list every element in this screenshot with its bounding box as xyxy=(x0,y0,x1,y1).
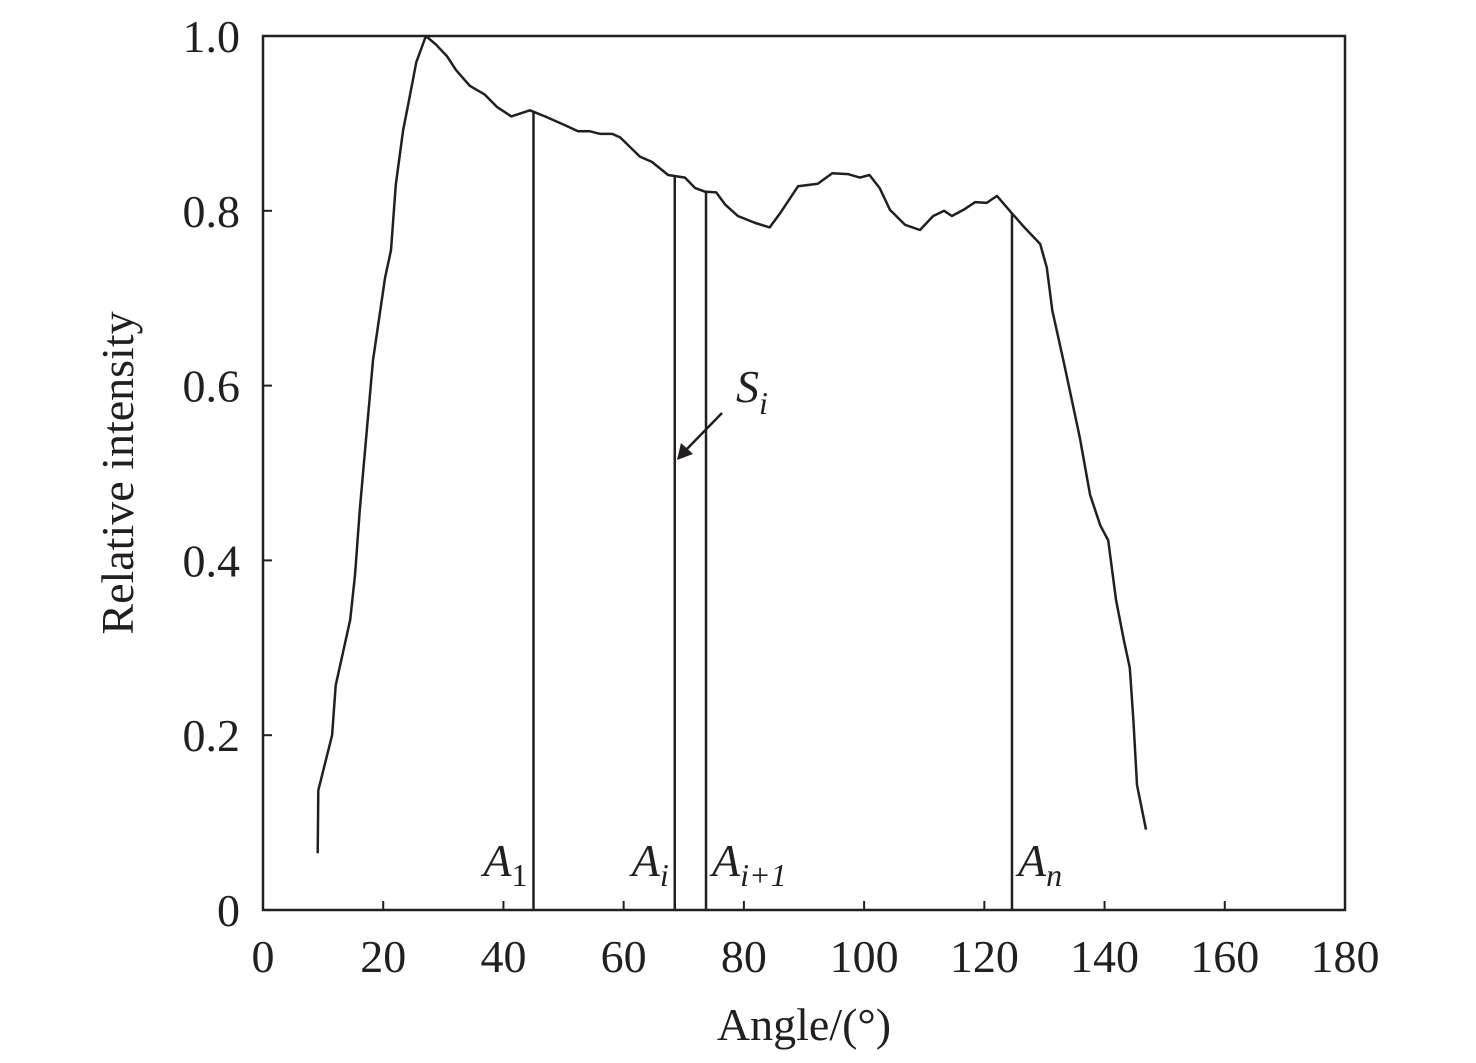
marker-label: Ai+1 xyxy=(709,835,787,893)
annotation: Si xyxy=(736,361,768,421)
y-tick-label: 0 xyxy=(217,885,240,936)
y-tick-label: 0.2 xyxy=(183,710,241,761)
x-tick-label: 160 xyxy=(1190,931,1259,982)
marker-label-text: A xyxy=(709,835,741,886)
y-tick-label: 0.8 xyxy=(183,186,241,237)
marker-label: An xyxy=(1015,835,1062,893)
y-tick-label: 0.6 xyxy=(183,361,241,412)
x-tick-label: 0 xyxy=(252,931,275,982)
x-tick-label: 140 xyxy=(1070,931,1139,982)
x-tick-label: 180 xyxy=(1311,931,1380,982)
plot-frame xyxy=(261,34,1347,912)
y-tick-label: 1.0 xyxy=(183,11,241,62)
marker-label: Ai xyxy=(629,835,669,893)
y-tick-label: 0.4 xyxy=(183,535,241,586)
annotation-sub: i xyxy=(759,385,768,421)
marker-label-sub: 1 xyxy=(512,857,528,893)
marker-label-text: A xyxy=(629,835,661,886)
x-tick-label: 40 xyxy=(480,931,526,982)
x-tick-label: 20 xyxy=(360,931,406,982)
marker-label-text: A xyxy=(480,835,512,886)
x-tick-label: 60 xyxy=(601,931,647,982)
marker-label-sub: i xyxy=(660,857,669,893)
x-tick-label: 120 xyxy=(950,931,1019,982)
y-axis-label: Relative intensity xyxy=(92,311,143,634)
marker-label-sub: i+1 xyxy=(740,857,786,893)
line-series xyxy=(316,34,1148,854)
marker-label: A1 xyxy=(480,835,527,893)
marker-label-sub: n xyxy=(1046,857,1062,893)
arrow-shaft xyxy=(683,412,723,453)
x-tick-label: 80 xyxy=(721,931,767,982)
x-tick-label: 100 xyxy=(830,931,899,982)
marker-label-text: A xyxy=(1015,835,1047,886)
arrow-head xyxy=(677,443,693,460)
annotation-text: S xyxy=(736,361,759,412)
x-axis-label: Angle/(°) xyxy=(717,999,891,1050)
